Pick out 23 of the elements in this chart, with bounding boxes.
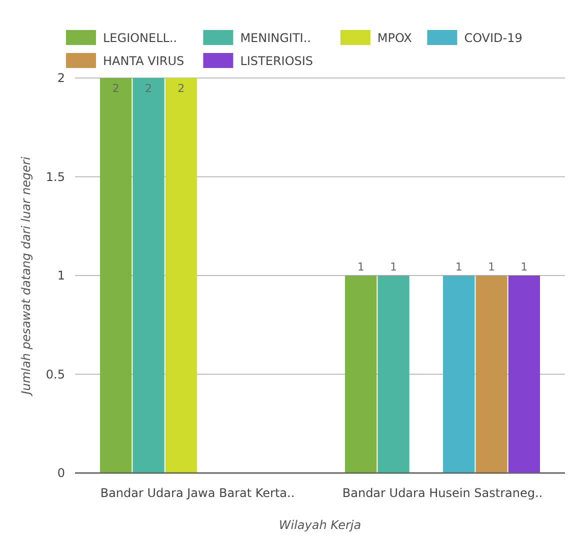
data-label: 1 <box>357 260 364 274</box>
x-tick-label: Bandar Udara Husein Sastraneg.. <box>342 486 543 500</box>
data-label: 2 <box>178 82 185 95</box>
y-tick-label: 0.5 <box>46 367 65 382</box>
data-label: 1 <box>390 260 397 274</box>
data-label: 1 <box>455 260 462 274</box>
y-tick-label: 2 <box>57 71 65 85</box>
legend-label: LEGIONELL.. <box>103 31 178 45</box>
x-axis-title: Wilayah Kerja <box>278 518 362 532</box>
legend-label: MENINGITI.. <box>240 31 311 45</box>
legend-label: MPOX <box>377 31 412 45</box>
data-label: 1 <box>488 260 495 274</box>
x-tick-label: Bandar Udara Jawa Barat Kerta.. <box>100 486 295 500</box>
y-axis-title: Jumlah pesawat datang dari luar negeri <box>19 156 33 396</box>
data-label: 2 <box>112 82 120 95</box>
legend-label: COVID-19 <box>464 31 522 45</box>
legend-label: HANTA VIRUS <box>103 54 184 68</box>
legend-label: LISTERIOSIS <box>240 54 314 68</box>
y-tick-label: 0 <box>57 466 65 480</box>
data-label: 2 <box>145 82 152 95</box>
y-tick-label: 1.5 <box>46 170 65 184</box>
y-tick-label: 1 <box>57 268 65 282</box>
data-label: 1 <box>520 260 528 274</box>
